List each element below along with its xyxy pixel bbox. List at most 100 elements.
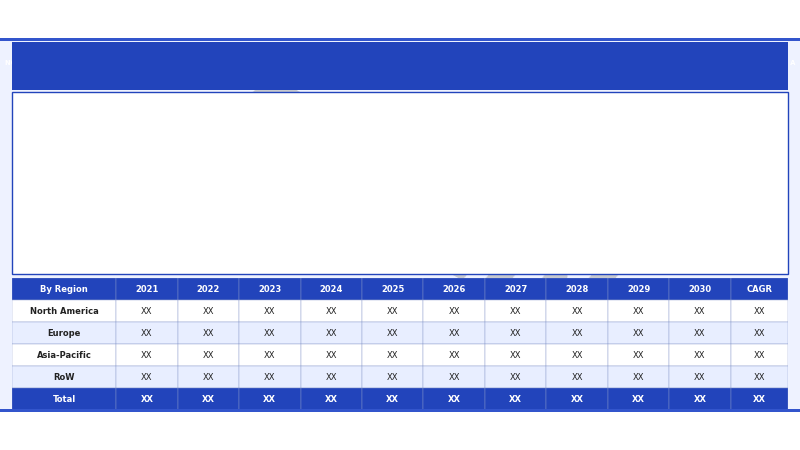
Bar	[685, 5, 793, 33]
Text: Private and Confidential: Private and Confidential	[341, 426, 459, 436]
Bar	[362, 344, 423, 366]
Bar	[301, 388, 362, 410]
Text: XX: XX	[694, 373, 706, 382]
Bar	[132, 179, 171, 222]
Bar	[347, 179, 387, 222]
Bar	[635, 179, 674, 222]
Bar	[419, 159, 458, 179]
Text: XX: XX	[633, 328, 644, 338]
Bar	[132, 140, 171, 159]
Bar	[275, 179, 315, 222]
Bar	[485, 278, 546, 300]
Bar	[239, 366, 301, 388]
Bar	[706, 159, 746, 179]
Text: XX: XX	[509, 395, 522, 404]
Bar	[12, 388, 116, 410]
Text: 2024: 2024	[319, 284, 343, 293]
Text: Asia-Pacific: Asia-Pacific	[37, 351, 91, 360]
Bar	[116, 278, 178, 300]
Text: XX: XX	[694, 328, 706, 338]
Text: XX: XX	[694, 351, 706, 360]
Bar	[563, 140, 602, 159]
Text: XX: XX	[387, 351, 398, 360]
Bar	[670, 366, 730, 388]
Bar	[563, 159, 602, 179]
Text: XX: XX	[753, 395, 766, 404]
Text: XX: XX	[570, 395, 583, 404]
Bar	[301, 278, 362, 300]
Bar	[485, 366, 546, 388]
Text: XX: XX	[449, 306, 460, 315]
Bar	[423, 322, 485, 344]
Bar	[362, 278, 423, 300]
Bar	[203, 159, 243, 179]
Bar	[178, 344, 239, 366]
Text: Sample: Sample	[197, 63, 699, 405]
Bar	[178, 322, 239, 344]
Bar	[423, 366, 485, 388]
Bar	[706, 126, 746, 140]
Bar	[546, 300, 608, 322]
Text: XX: XX	[510, 328, 522, 338]
Text: CAGR: CAGR	[746, 284, 772, 293]
Bar	[546, 322, 608, 344]
Bar	[362, 300, 423, 322]
Bar	[608, 366, 670, 388]
Bar	[563, 179, 602, 222]
Text: 2030: 2030	[689, 284, 711, 293]
Bar	[132, 126, 171, 140]
Bar	[546, 344, 608, 366]
Bar	[60, 140, 99, 159]
Bar	[670, 344, 730, 366]
Text: XX: XX	[202, 328, 214, 338]
Text: XX: XX	[754, 328, 765, 338]
Bar	[178, 278, 239, 300]
Text: Total: Total	[53, 395, 76, 404]
Text: XX: XX	[633, 351, 644, 360]
Text: XX: XX	[754, 373, 765, 382]
Bar	[12, 322, 116, 344]
Text: XX: XX	[387, 328, 398, 338]
Text: XX: XX	[326, 328, 337, 338]
Bar	[12, 278, 116, 300]
Bar	[546, 278, 608, 300]
Bar	[608, 388, 670, 410]
Bar	[203, 126, 243, 140]
Text: 2028: 2028	[566, 284, 589, 293]
Bar	[116, 344, 178, 366]
Text: 2029: 2029	[627, 284, 650, 293]
Bar	[239, 344, 301, 366]
Text: XX: XX	[141, 351, 153, 360]
Text: XX: XX	[510, 351, 522, 360]
Text: XX: XX	[202, 351, 214, 360]
Bar	[239, 278, 301, 300]
Text: XX: XX	[141, 306, 153, 315]
Text: XX: XX	[448, 395, 461, 404]
Bar	[239, 388, 301, 410]
Bar	[730, 344, 788, 366]
Text: XX: XX	[449, 328, 460, 338]
Bar	[116, 366, 178, 388]
Text: Europe: Europe	[47, 328, 81, 338]
Text: XX: XX	[326, 351, 337, 360]
Bar	[60, 159, 99, 179]
Bar	[546, 366, 608, 388]
Bar	[116, 388, 178, 410]
Bar	[730, 322, 788, 344]
Bar	[347, 126, 387, 140]
Text: XX: XX	[510, 306, 522, 315]
Bar	[670, 278, 730, 300]
Bar	[485, 322, 546, 344]
Text: 2026: 2026	[442, 284, 466, 293]
Text: XX: XX	[571, 306, 583, 315]
Text: XX: XX	[449, 351, 460, 360]
Text: XX: XX	[141, 373, 153, 382]
Bar	[730, 278, 788, 300]
Bar	[485, 300, 546, 322]
Bar	[419, 140, 458, 159]
Bar	[491, 140, 530, 159]
Text: 2023: 2023	[258, 284, 282, 293]
Text: XX: XX	[694, 306, 706, 315]
Text: XX: XX	[633, 373, 644, 382]
Text: XX: XX	[264, 373, 275, 382]
